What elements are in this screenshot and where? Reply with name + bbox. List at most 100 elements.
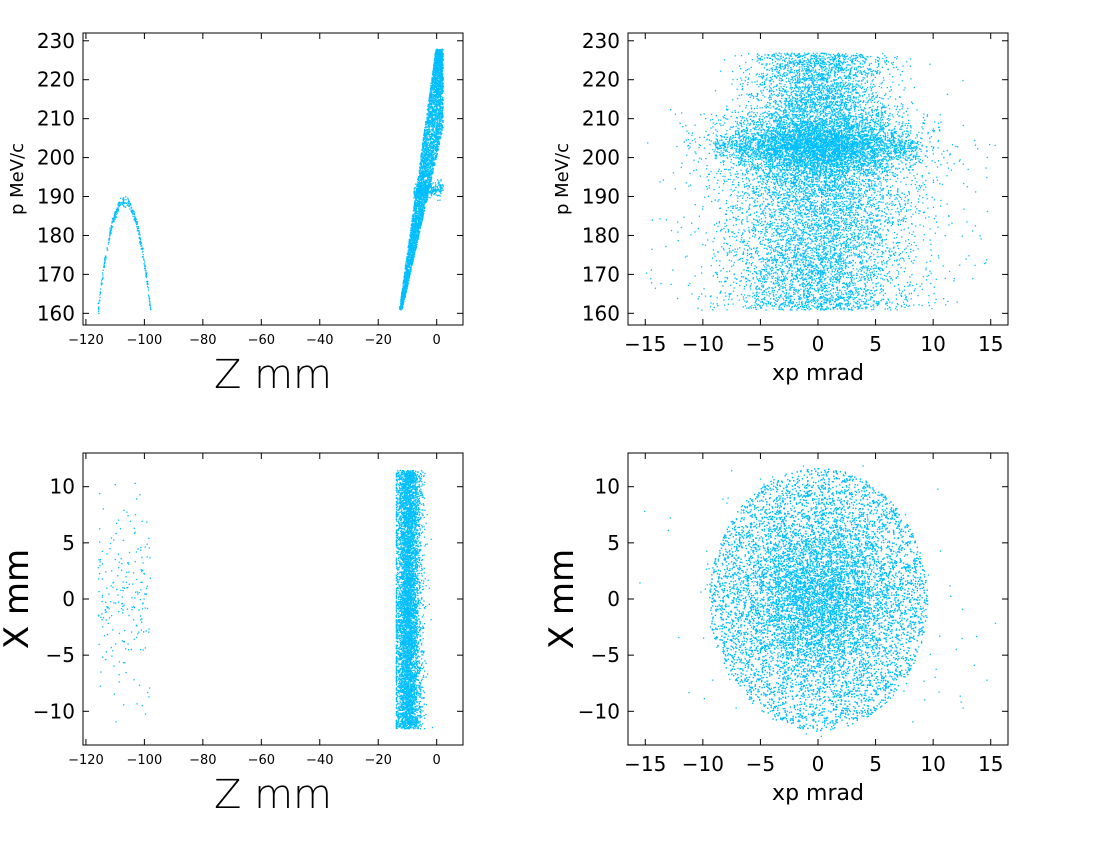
data-point — [440, 98, 442, 100]
data-point — [144, 261, 146, 263]
data-point — [431, 101, 433, 103]
data-point — [901, 80, 903, 82]
data-point — [403, 296, 405, 298]
data-point — [872, 169, 874, 171]
data-point — [427, 104, 429, 106]
data-point — [425, 156, 427, 158]
data-point — [136, 226, 138, 228]
data-point — [431, 110, 433, 113]
data-point — [408, 272, 410, 274]
data-point — [440, 88, 442, 90]
data-point — [105, 256, 107, 259]
data-point — [427, 166, 429, 168]
data-point — [424, 158, 426, 160]
data-point — [422, 183, 424, 185]
data-point — [422, 198, 424, 200]
x-tick-label: −120 — [68, 333, 104, 348]
data-point — [435, 79, 437, 81]
data-point — [413, 238, 415, 240]
data-point — [434, 155, 436, 157]
data-point — [130, 210, 132, 212]
data-point — [436, 150, 438, 153]
data-point — [412, 223, 414, 225]
data-point — [408, 242, 410, 244]
data-point — [416, 183, 418, 185]
data-point — [433, 86, 436, 88]
data-point — [424, 124, 427, 126]
data-point — [124, 206, 127, 208]
data-point — [429, 120, 431, 122]
data-point — [431, 151, 433, 153]
data-point — [419, 215, 421, 217]
data-point — [439, 50, 442, 53]
data-point — [439, 199, 441, 201]
data-point — [439, 138, 441, 140]
data-point — [414, 193, 416, 195]
data-point — [419, 219, 421, 221]
data-point — [434, 73, 436, 75]
data-point — [102, 276, 104, 278]
data-point — [416, 227, 418, 229]
data-point — [427, 119, 429, 121]
data-point — [436, 120, 438, 122]
data-point — [426, 140, 429, 142]
data-point — [440, 102, 442, 104]
data-point — [113, 221, 115, 223]
data-point — [408, 251, 410, 253]
data-point — [424, 184, 426, 186]
data-point — [426, 117, 428, 119]
data-point — [430, 190, 432, 192]
data-point — [423, 148, 425, 150]
data-point — [139, 234, 141, 236]
data-point — [145, 274, 147, 276]
data-point — [424, 163, 426, 165]
data-point — [402, 288, 404, 290]
data-point — [434, 85, 436, 87]
data-point — [421, 159, 423, 161]
data-point — [406, 268, 408, 270]
data-point — [432, 115, 434, 117]
data-point — [423, 198, 425, 200]
data-point — [422, 200, 424, 202]
data-point — [419, 194, 422, 196]
data-point — [440, 55, 442, 57]
data-point — [436, 186, 438, 188]
data-point — [406, 259, 408, 261]
data-point — [122, 202, 124, 205]
data-point — [417, 226, 419, 228]
data-point — [440, 188, 442, 190]
data-point — [416, 203, 418, 205]
data-point — [406, 277, 408, 280]
data-point — [429, 160, 431, 162]
data-point — [399, 308, 401, 310]
data-point — [130, 207, 133, 209]
data-point — [114, 215, 117, 217]
data-point — [428, 133, 430, 135]
data-point — [105, 255, 107, 257]
data-point — [148, 296, 150, 298]
data-point — [439, 59, 441, 61]
data-point — [437, 134, 439, 136]
data-point — [436, 65, 438, 67]
data-point — [434, 185, 437, 187]
data-point — [435, 115, 437, 117]
data-point — [442, 48, 444, 51]
data-point — [438, 95, 440, 97]
data-point — [429, 95, 431, 97]
data-point — [145, 272, 147, 274]
data-point — [106, 247, 108, 249]
data-point — [441, 87, 443, 89]
data-point — [139, 236, 141, 239]
data-point — [128, 204, 130, 206]
data-point — [413, 191, 415, 193]
data-point — [436, 80, 438, 82]
data-point — [119, 202, 121, 204]
data-point — [429, 104, 431, 106]
data-point — [107, 243, 109, 245]
data-point — [420, 164, 423, 166]
data-point — [428, 184, 430, 187]
y-tick-label: 200 — [37, 146, 75, 170]
data-point — [425, 169, 428, 171]
data-point — [132, 212, 134, 215]
data-point — [421, 221, 423, 223]
